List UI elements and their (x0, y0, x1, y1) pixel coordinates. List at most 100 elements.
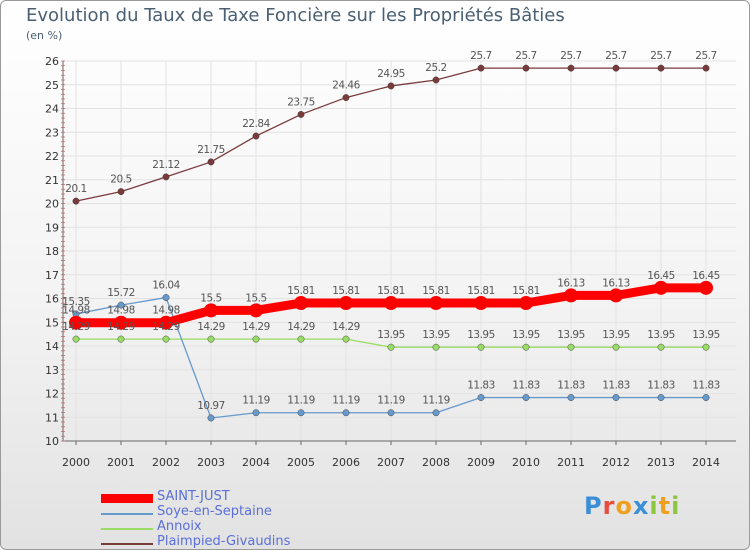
data-label: 14.98 (152, 305, 180, 317)
data-label: 14.98 (107, 305, 135, 317)
data-label: 11.19 (242, 395, 270, 407)
data-label: 14.29 (152, 321, 180, 333)
unit-label: (en %) (26, 29, 63, 42)
data-point (207, 335, 215, 343)
legend-swatch (101, 528, 153, 530)
data-label: 14.29 (332, 321, 360, 333)
data-point (249, 303, 263, 318)
data-label: 16.13 (602, 277, 630, 289)
data-point (297, 409, 305, 417)
y-tick-label: 24 (45, 103, 59, 116)
data-point (519, 296, 533, 311)
y-tick-label: 22 (45, 150, 59, 163)
data-point (69, 315, 83, 330)
data-label: 15.81 (287, 285, 315, 297)
data-label: 11.19 (422, 395, 450, 407)
data-label: 15.81 (512, 285, 540, 297)
data-label: 13.95 (422, 329, 450, 341)
data-label: 16.45 (692, 270, 720, 282)
data-point (342, 94, 350, 102)
grid (63, 60, 736, 442)
data-label: 16.04 (152, 280, 180, 292)
data-point (612, 394, 620, 401)
data-point (387, 82, 395, 90)
data-point (612, 64, 620, 72)
data-point (567, 394, 575, 401)
data-point (474, 296, 488, 311)
data-label: 24.95 (377, 68, 405, 80)
data-label: 11.19 (287, 395, 315, 407)
x-tick-label: 2002 (152, 456, 180, 469)
data-point (477, 343, 485, 351)
y-tick-label: 16 (45, 293, 59, 306)
data-label: 25.7 (560, 50, 581, 62)
y-tick-label: 23 (45, 126, 59, 139)
data-point (162, 173, 170, 181)
data-label: 14.29 (287, 321, 315, 333)
data-point (252, 335, 260, 343)
data-label: 14.98 (62, 305, 90, 317)
data-point (657, 343, 665, 351)
data-label: 25.7 (650, 50, 671, 62)
y-tick-label: 19 (45, 221, 59, 234)
data-label: 15.5 (245, 292, 266, 304)
x-tick-label: 2014 (692, 456, 720, 469)
data-point (564, 288, 578, 303)
legend-swatch (101, 494, 153, 503)
data-point (342, 409, 350, 417)
x-tick-label: 2003 (197, 456, 225, 469)
series-saint-just (69, 280, 713, 330)
x-tick-label: 2000 (62, 456, 90, 469)
y-tick-label: 15 (45, 316, 59, 329)
x-tick-label: 2006 (332, 456, 360, 469)
data-point (117, 188, 125, 196)
data-point (342, 335, 350, 343)
data-point (387, 409, 395, 417)
series-soye-en-septaine (72, 294, 710, 422)
data-label: 20.1 (65, 183, 86, 195)
x-tick-label: 2011 (557, 456, 585, 469)
data-label: 15.35 (62, 296, 90, 308)
data-label: 13.95 (692, 329, 720, 341)
legend-swatch (101, 543, 153, 545)
y-tick-label: 20 (45, 198, 59, 211)
data-label: 16.13 (557, 277, 585, 289)
data-point (657, 64, 665, 72)
data-point (432, 76, 440, 84)
x-tick-label: 2008 (422, 456, 450, 469)
data-label: 25.7 (605, 50, 626, 62)
y-tick-label: 26 (45, 55, 59, 68)
proxiti-logo: Proxiti (584, 492, 681, 520)
data-label: 11.83 (467, 380, 495, 392)
data-label: 21.12 (152, 159, 180, 171)
data-point (612, 343, 620, 351)
data-label: 14.29 (197, 321, 225, 333)
data-point (567, 343, 575, 351)
legend-swatch (101, 513, 153, 515)
data-point (297, 110, 305, 118)
data-point (114, 315, 128, 330)
data-point (522, 64, 530, 72)
data-label: 13.95 (377, 329, 405, 341)
data-point (702, 394, 710, 401)
data-point (159, 315, 173, 330)
data-point (702, 64, 710, 72)
data-point (162, 294, 170, 301)
data-label: 11.83 (647, 380, 675, 392)
y-tick-label: 25 (45, 79, 59, 92)
data-point (72, 197, 80, 205)
data-label: 11.83 (512, 380, 540, 392)
data-label: 14.29 (107, 321, 135, 333)
data-label: 14.29 (242, 321, 270, 333)
data-point (429, 296, 443, 311)
data-point (72, 335, 80, 343)
data-point (339, 296, 353, 311)
y-tick-label: 13 (45, 364, 59, 377)
data-point (657, 394, 665, 401)
y-tick-label: 11 (45, 411, 59, 424)
data-point (654, 280, 668, 295)
data-label: 16.45 (647, 270, 675, 282)
data-point (477, 394, 485, 401)
legend-label: Soye-en-Septaine (157, 504, 272, 519)
